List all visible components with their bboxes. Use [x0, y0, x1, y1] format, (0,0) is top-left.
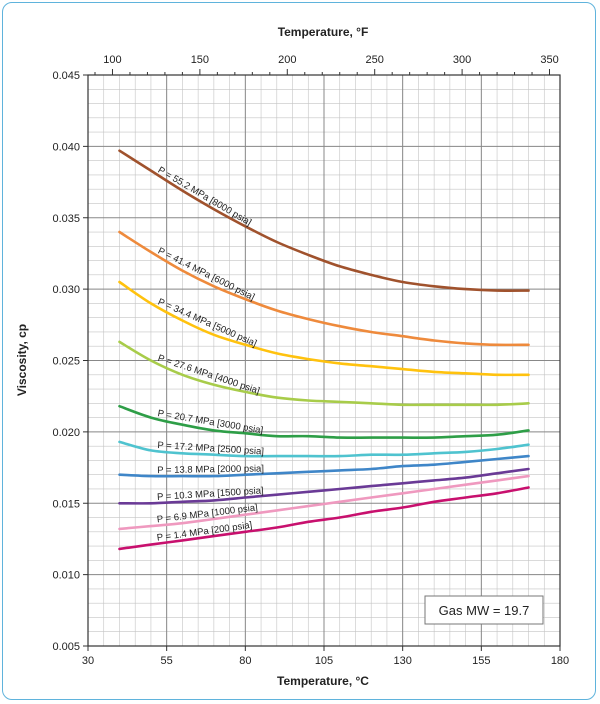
series-group	[118, 149, 530, 551]
series-label: P = 41.4 MPa [6000 psia]	[156, 246, 256, 303]
x2-tick-label: 100	[103, 54, 121, 66]
series-line	[118, 404, 530, 439]
y-tick-label: 0.040	[52, 141, 80, 153]
y-tick-label: 0.005	[52, 641, 80, 653]
x-tick-label: 80	[239, 655, 251, 667]
series-line	[118, 340, 530, 407]
series-line	[118, 230, 530, 347]
series-line	[118, 440, 530, 458]
x2-axis-title: Temperature, °F	[278, 25, 369, 39]
x-axis-title: Temperature, °C	[277, 674, 369, 688]
annotation-text: Gas MW = 19.7	[439, 603, 530, 618]
x2-tick-label: 350	[540, 54, 558, 66]
series-line	[118, 454, 530, 478]
x-tick-label: 105	[315, 655, 333, 667]
y-tick-label: 0.025	[52, 356, 80, 368]
y-tick-label: 0.015	[52, 498, 80, 510]
series-label: P = 55.2 MPa [8000 psia]	[156, 165, 254, 229]
x2-tick-label: 300	[453, 54, 471, 66]
x-tick-label: 155	[472, 655, 490, 667]
x2-tick-label: 200	[278, 54, 296, 66]
y-axis-title: Viscosity, cp	[15, 324, 29, 396]
y-tick-label: 0.020	[52, 427, 80, 439]
x-axis-ticks-celsius: 30 55 80 105 130 155 180	[82, 646, 569, 667]
series-line	[118, 280, 530, 377]
y-tick-label: 0.035	[52, 213, 80, 225]
x-tick-label: 55	[161, 655, 173, 667]
y-tick-label: 0.030	[52, 284, 80, 296]
series-line	[118, 486, 530, 551]
x2-tick-label: 150	[191, 54, 209, 66]
series-line	[118, 467, 530, 505]
y-tick-label: 0.010	[52, 570, 80, 582]
series-line	[118, 474, 530, 531]
series-line	[118, 149, 530, 292]
x-tick-label: 30	[82, 655, 94, 667]
series-label: P = 34.4 MPa [5000 psia]	[156, 297, 258, 350]
curve-labels: P = 55.2 MPa [8000 psia] P = 41.4 MPa [60…	[156, 165, 265, 544]
x2-tick-label: 250	[366, 54, 384, 66]
x-axis-ticks-fahrenheit: 100 150 200 250 300 350	[94, 54, 559, 75]
x-tick-label: 180	[551, 655, 569, 667]
y-tick-label: 0.045	[52, 70, 80, 82]
x-tick-label: 130	[393, 655, 411, 667]
annotation-box	[424, 595, 544, 625]
series-label: P = 13.8 MPa [2000 psia]	[157, 463, 264, 476]
y-axis-ticks: 0.005 0.010 0.015 0.020 0.025 0.030 0.035 0.040…	[52, 70, 88, 653]
